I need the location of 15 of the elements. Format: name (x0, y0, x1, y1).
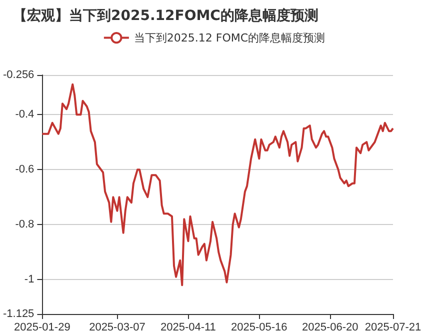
y-tick-label: -1 (24, 274, 34, 286)
y-tick-label: -1.125 (2, 308, 34, 320)
x-tick-label: 2025-07-21 (364, 322, 422, 333)
x-tick-label: 2025-04-11 (160, 322, 216, 333)
chart-title: 【宏观】当下到2025.12FOMC的降息幅度预测 (13, 7, 318, 24)
x-tick-label: 2025-01-29 (14, 322, 70, 333)
y-tick-label: -0.8 (15, 218, 34, 231)
x-tick-label: 2025-06-20 (302, 322, 358, 333)
y-tick-label: -0.256 (2, 69, 34, 81)
y-tick-label: -0.4 (15, 108, 34, 121)
legend-label: 当下到2025.12 FOMC的降息幅度预测 (134, 31, 326, 44)
x-tick-label: 2025-05-16 (231, 322, 288, 333)
line-series (41, 83, 394, 286)
x-tick-label: 2025-03-07 (89, 322, 146, 333)
y-tick-label: -0.6 (15, 164, 34, 176)
